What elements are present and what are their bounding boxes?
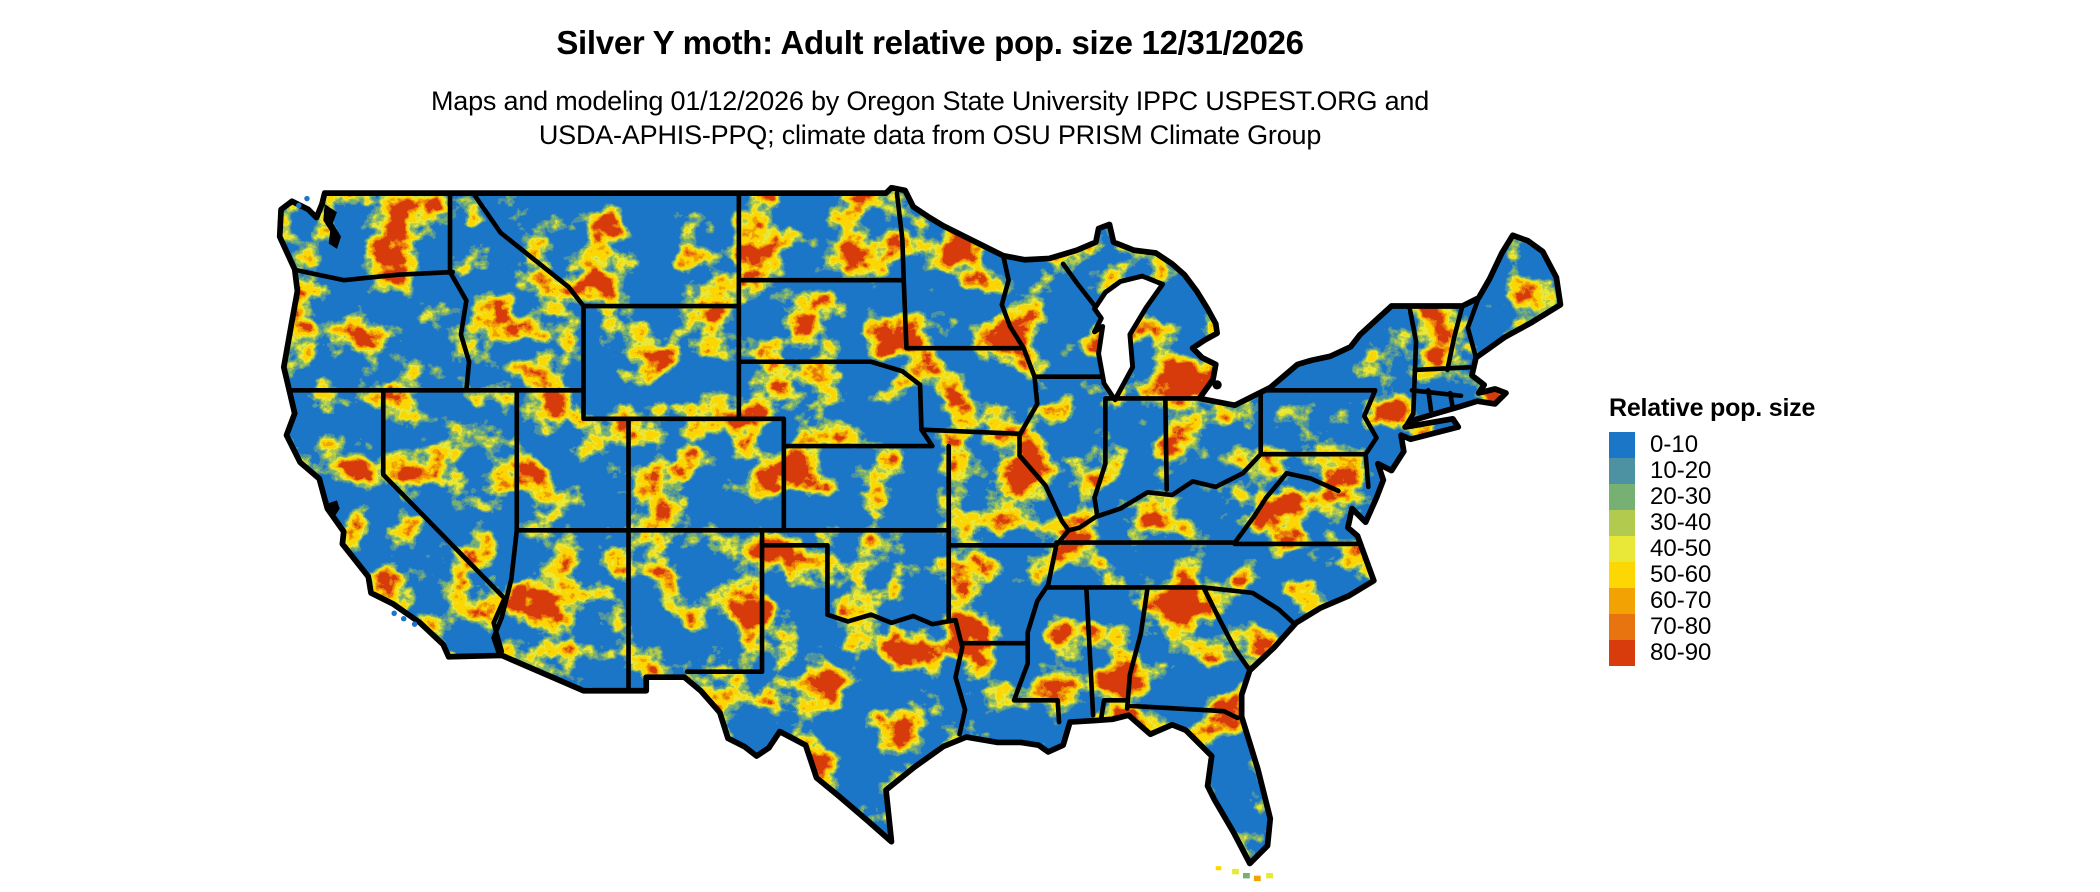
legend-item: 40-50 [1609,536,1815,562]
legend-label: 30-40 [1650,509,1712,536]
northwest-islet-dots [296,195,310,209]
legend-item: 30-40 [1609,510,1815,536]
heat-raster [279,187,1561,864]
subtitle-line-1: Maps and modeling 01/12/2026 by Oregon S… [430,86,1430,116]
legend-swatch [1609,640,1635,666]
lake-st-clair [1212,380,1222,390]
san-francisco-bay [327,500,340,520]
legend-label: 50-60 [1650,561,1712,588]
legend-swatch [1609,458,1635,484]
lake-champlain [1407,305,1417,333]
legend-item: 70-80 [1609,614,1815,640]
legend-label: 40-50 [1650,535,1712,562]
legend-item: 20-30 [1609,484,1815,510]
legend-item: 80-90 [1609,640,1815,666]
page-subtitle: Maps and modeling 01/12/2026 by Oregon S… [230,84,1630,152]
legend-swatch [1609,536,1635,562]
us-border-outline [276,185,1564,867]
legend-label: 20-30 [1650,483,1712,510]
lake-michigan [1092,273,1166,403]
legend-item: 60-70 [1609,588,1815,614]
legend-swatch [1609,432,1635,458]
us-population-map [262,185,1570,892]
legend-label: 80-90 [1650,639,1712,666]
us-map-svg [276,185,1564,882]
legend-swatch [1609,562,1635,588]
legend-item: 50-60 [1609,562,1815,588]
legend: Relative pop. size 0-10 10-20 20-30 30-40 40… [1609,394,1815,666]
legend-swatch [1609,614,1635,640]
legend-item: 10-20 [1609,458,1815,484]
state-borders [284,190,1482,737]
legend-items: 0-10 10-20 20-30 30-40 40-50 50-60 60-70 70-80 8… [1609,432,1815,666]
legend-item: 0-10 [1609,432,1815,458]
legend-swatch [1609,484,1635,510]
puget-sound-water [323,204,342,249]
legend-label: 10-20 [1650,457,1712,484]
legend-title: Relative pop. size [1609,394,1816,422]
page-title: Silver Y moth: Adult relative pop. size … [556,24,1304,61]
subtitle-line-2: USDA-APHIS-PPQ; climate data from OSU PR… [538,120,1322,150]
legend-label: 60-70 [1650,587,1712,614]
legend-label: 0-10 [1650,431,1699,458]
legend-label: 70-80 [1650,613,1712,640]
channel-islands-dots [391,610,418,627]
legend-swatch [1609,510,1635,536]
legend-swatch [1609,588,1635,614]
florida-keys-dots [1215,866,1273,882]
